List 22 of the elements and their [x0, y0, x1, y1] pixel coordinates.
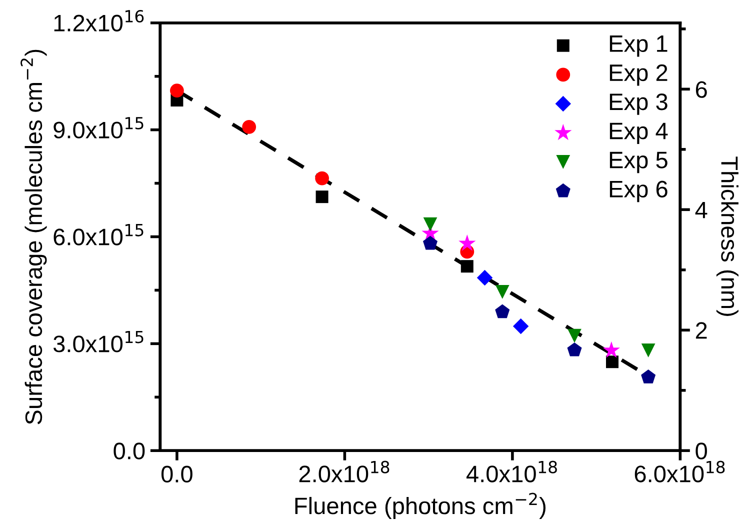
y2-tick-label: 2: [696, 322, 707, 339]
x-tick-label: 2.0x10$^{18}$: [299, 460, 390, 482]
y-tick-label: 6.0x10$^{15}$: [54, 224, 144, 246]
legend-label: Exp 3: [610, 93, 668, 115]
y-axis-title: Surface coverage (molecules cm$^{−2}$): [20, 50, 47, 424]
y-tick-label: 0.0: [114, 442, 145, 460]
y-tick-label: 9.0x10$^{15}$: [54, 117, 144, 138]
legend-label: Exp 2: [610, 64, 668, 86]
legend-label: Exp 1: [610, 36, 668, 57]
x-tick-label: 0.0: [161, 466, 192, 483]
y2-axis-title: Thickness (nm): [716, 156, 738, 316]
legend-label: Exp 4: [610, 122, 668, 144]
y2-tick-label: 6: [696, 81, 707, 98]
y-tick-label: 3.0x10$^{15}$: [53, 330, 144, 352]
y-tick-label: 1.2x10$^{16}$: [54, 10, 144, 32]
legend-label: Exp 6: [610, 180, 668, 202]
y2-tick-label: 4: [695, 202, 708, 218]
legend-label: Exp 5: [610, 152, 668, 174]
x-tick-label: 6.0x10$^{18}$: [634, 460, 725, 482]
x-tick-label: 4.0x10$^{18}$: [466, 460, 557, 482]
y2-tick-label: 0: [696, 442, 707, 460]
x-axis-title: Fluence (photons cm$^{−2}$): [295, 492, 546, 519]
